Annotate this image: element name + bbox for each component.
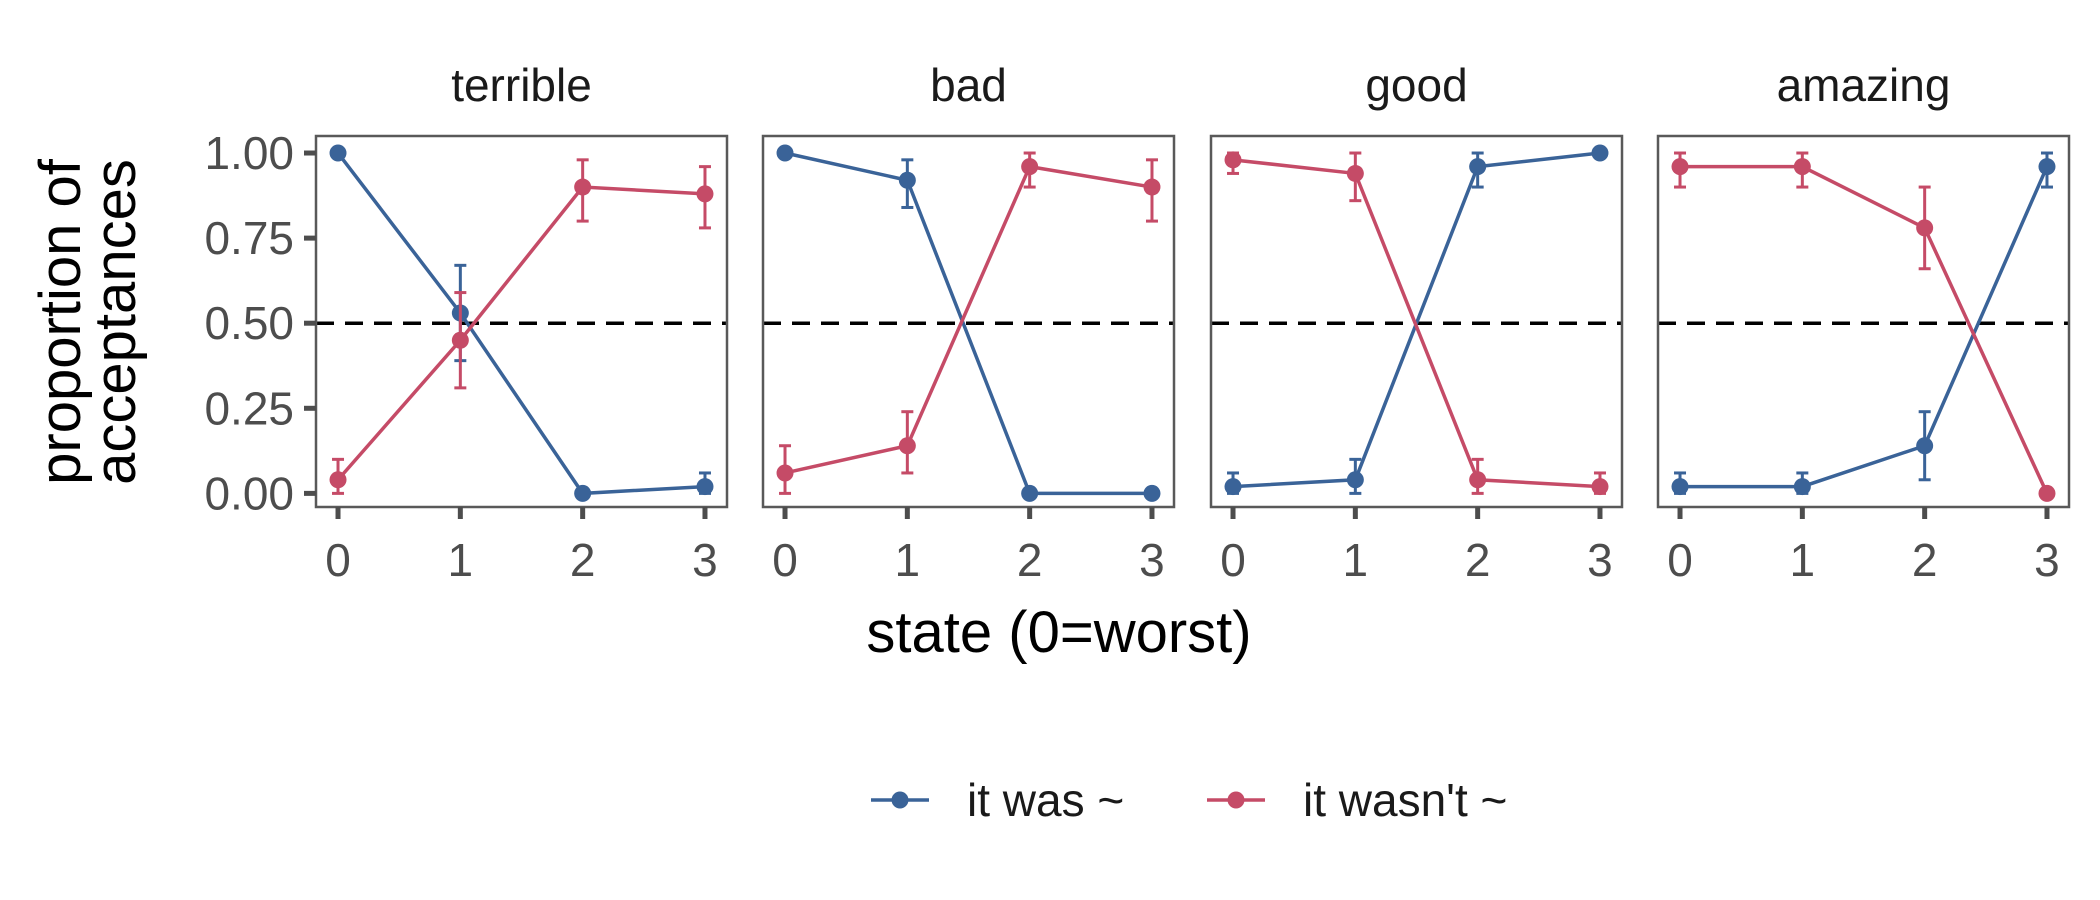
data-point	[1021, 158, 1039, 176]
data-point	[696, 185, 714, 203]
series-line	[336, 151, 706, 496]
data-point	[1346, 164, 1364, 182]
x-tick-label: 1	[1343, 534, 1369, 586]
data-point	[451, 331, 469, 349]
x-tick-label: 0	[325, 534, 351, 586]
data-point	[1143, 178, 1161, 196]
series-line	[1680, 164, 2049, 495]
facet-title: amazing	[1777, 59, 1951, 111]
data-point	[1793, 158, 1811, 176]
x-tick-label: 3	[692, 534, 718, 586]
legend-item: it was ~	[871, 774, 1124, 826]
data-point	[1793, 478, 1811, 496]
x-tick-label: 2	[570, 534, 596, 586]
data-point	[776, 144, 794, 162]
x-tick-label: 3	[2034, 534, 2060, 586]
y-axis-title: proportion of acceptances	[28, 158, 148, 485]
panel-border	[761, 134, 1176, 509]
facet-title: good	[1365, 59, 1467, 111]
data-point	[1224, 478, 1242, 496]
data-point	[574, 484, 592, 502]
x-tick-label: 3	[1139, 534, 1165, 586]
series-line	[784, 151, 1152, 496]
y-tick-label: 0.75	[204, 212, 294, 264]
facet-panel-terrible: terrible 0 1 2 3 0.00 0.25 0.50 0.75 1.00	[204, 59, 729, 586]
data-point	[1591, 144, 1609, 162]
y-tick-label: 0.50	[204, 297, 294, 349]
y-axis-title-line-2: acceptances	[83, 159, 148, 485]
data-point	[1021, 484, 1039, 502]
data-point	[898, 437, 916, 455]
facet-panel-amazing: amazing 0 1 2 3	[1656, 59, 2071, 586]
series-line	[1232, 151, 1601, 489]
facet-panel-good: good 0 1 2 3	[1209, 59, 1624, 586]
facet-title: bad	[930, 59, 1007, 111]
data-point	[898, 171, 916, 189]
series-it-wasnt	[1671, 151, 2056, 502]
series-line	[784, 164, 1153, 475]
x-tick-label: 2	[1017, 534, 1043, 586]
series-it-wasnt	[1224, 151, 1609, 496]
series-it-was	[776, 144, 1161, 502]
legend: it was ~ it wasn't ~	[871, 774, 1507, 826]
legend-item: it wasn't ~	[1207, 774, 1507, 826]
x-tick-label: 1	[448, 534, 474, 586]
series-line	[336, 185, 706, 481]
data-point	[696, 478, 714, 496]
data-point	[2038, 158, 2056, 176]
series-it-was	[1224, 144, 1609, 496]
data-point	[1916, 437, 1934, 455]
x-tick-label: 0	[772, 534, 798, 586]
data-point	[1346, 471, 1364, 489]
data-point	[1143, 484, 1161, 502]
data-point	[1469, 471, 1487, 489]
x-tick-label: 3	[1587, 534, 1613, 586]
data-point	[1671, 158, 1689, 176]
facet-title: terrible	[451, 59, 592, 111]
y-tick-label: 0.00	[204, 467, 294, 519]
series-it-wasnt	[329, 158, 714, 495]
panel-border	[1209, 134, 1624, 509]
data-point	[776, 464, 794, 482]
data-point	[1224, 151, 1242, 169]
x-axis-title: state (0=worst)	[866, 600, 1251, 665]
y-tick-label: 0.25	[204, 382, 294, 434]
data-point	[1591, 478, 1609, 496]
y-axis-title-line-1: proportion of	[28, 158, 93, 485]
facet-panel-bad: bad 0 1 2 3	[761, 59, 1176, 586]
data-point	[329, 471, 347, 489]
legend-label: it was ~	[967, 774, 1124, 826]
x-tick-label: 0	[1667, 534, 1693, 586]
legend-swatch-point	[891, 791, 909, 809]
series-it-was	[1671, 151, 2056, 496]
data-point	[1469, 158, 1487, 176]
series-it-wasnt	[776, 151, 1161, 495]
x-tick-label: 2	[1465, 534, 1491, 586]
data-point	[329, 144, 347, 162]
data-point	[1916, 219, 1934, 237]
x-tick-label: 1	[1790, 534, 1816, 586]
x-tick-label: 2	[1912, 534, 1938, 586]
data-point	[2038, 484, 2056, 502]
legend-swatch-point	[1227, 791, 1245, 809]
x-tick-label: 0	[1220, 534, 1246, 586]
data-point	[1671, 478, 1689, 496]
y-tick-label: 1.00	[204, 127, 294, 179]
data-point	[574, 178, 592, 196]
legend-label: it wasn't ~	[1303, 774, 1507, 826]
panel-border	[1656, 134, 2071, 509]
series-line	[1680, 165, 2049, 489]
series-line	[1232, 158, 1601, 489]
x-tick-label: 1	[895, 534, 921, 586]
